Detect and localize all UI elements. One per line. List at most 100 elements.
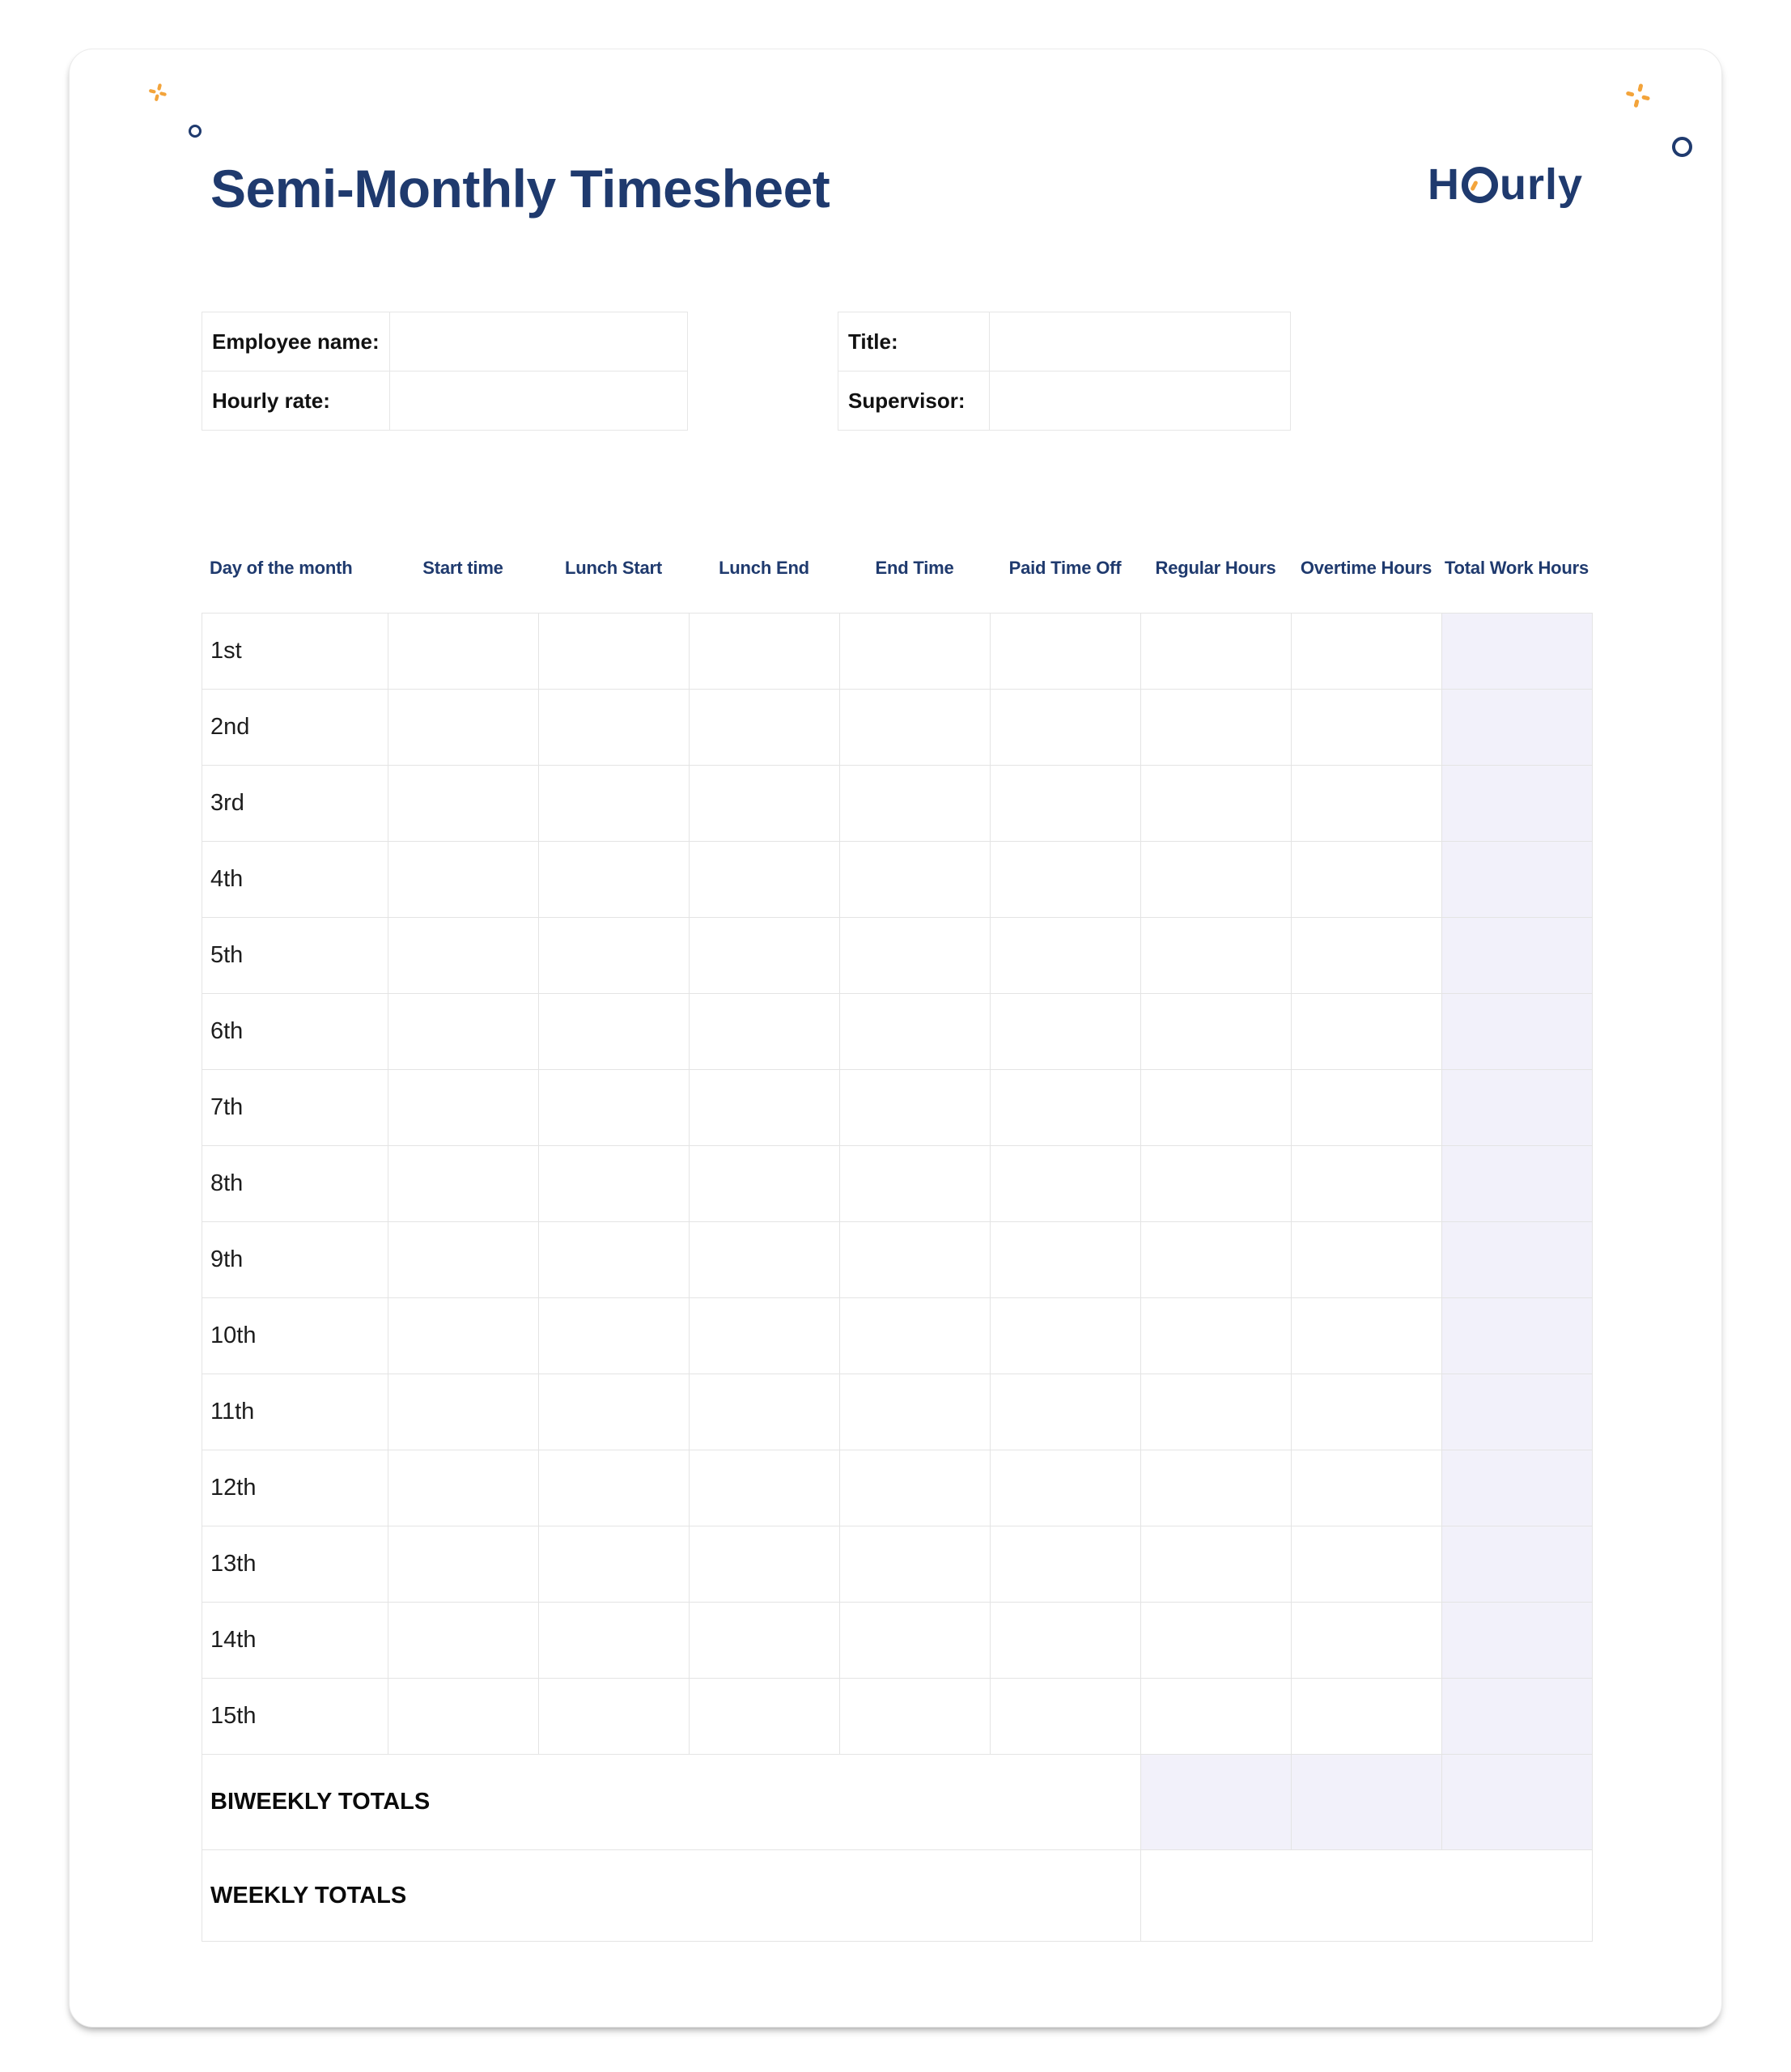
timesheet-cell[interactable] [1140, 1297, 1292, 1374]
timesheet-cell[interactable] [1140, 993, 1292, 1070]
timesheet-cell[interactable] [1140, 689, 1292, 766]
timesheet-cell[interactable] [839, 841, 991, 918]
timesheet-cell[interactable] [839, 1526, 991, 1603]
timesheet-cell[interactable] [538, 1221, 690, 1298]
timesheet-cell[interactable] [1291, 689, 1442, 766]
timesheet-cell[interactable] [689, 1069, 840, 1146]
timesheet-cell[interactable] [1140, 841, 1292, 918]
total-work-hours-cell[interactable] [1441, 1678, 1593, 1755]
timesheet-cell[interactable] [990, 841, 1141, 918]
timesheet-cell[interactable] [689, 1221, 840, 1298]
timesheet-cell[interactable] [538, 1145, 690, 1222]
timesheet-cell[interactable] [990, 1678, 1141, 1755]
timesheet-cell[interactable] [538, 841, 690, 918]
biweekly-overtime-hours-cell[interactable] [1291, 1754, 1442, 1850]
supervisor-value-cell[interactable] [989, 371, 1291, 431]
timesheet-cell[interactable] [689, 1450, 840, 1526]
timesheet-cell[interactable] [839, 689, 991, 766]
timesheet-cell[interactable] [388, 993, 539, 1070]
timesheet-cell[interactable] [1291, 1297, 1442, 1374]
timesheet-cell[interactable] [1291, 993, 1442, 1070]
timesheet-cell[interactable] [1291, 1069, 1442, 1146]
timesheet-cell[interactable] [538, 1069, 690, 1146]
timesheet-cell[interactable] [689, 1297, 840, 1374]
timesheet-cell[interactable] [839, 1069, 991, 1146]
timesheet-cell[interactable] [990, 1221, 1141, 1298]
timesheet-cell[interactable] [689, 841, 840, 918]
timesheet-cell[interactable] [990, 689, 1141, 766]
timesheet-cell[interactable] [990, 917, 1141, 994]
biweekly-total-work-hours-cell[interactable] [1441, 1754, 1593, 1850]
timesheet-cell[interactable] [839, 993, 991, 1070]
total-work-hours-cell[interactable] [1441, 1526, 1593, 1603]
total-work-hours-cell[interactable] [1441, 765, 1593, 842]
timesheet-cell[interactable] [990, 1374, 1141, 1450]
timesheet-cell[interactable] [1291, 841, 1442, 918]
timesheet-cell[interactable] [689, 1602, 840, 1679]
timesheet-cell[interactable] [839, 917, 991, 994]
timesheet-cell[interactable] [1140, 1450, 1292, 1526]
total-work-hours-cell[interactable] [1441, 1145, 1593, 1222]
timesheet-cell[interactable] [1140, 1374, 1292, 1450]
timesheet-cell[interactable] [388, 1221, 539, 1298]
timesheet-cell[interactable] [538, 993, 690, 1070]
timesheet-cell[interactable] [990, 1602, 1141, 1679]
timesheet-cell[interactable] [990, 765, 1141, 842]
total-work-hours-cell[interactable] [1441, 917, 1593, 994]
timesheet-cell[interactable] [1140, 613, 1292, 690]
employee-name-value-cell[interactable] [389, 312, 688, 372]
timesheet-cell[interactable] [1291, 765, 1442, 842]
hourly-rate-value-cell[interactable] [389, 371, 688, 431]
timesheet-cell[interactable] [839, 1221, 991, 1298]
timesheet-cell[interactable] [388, 1145, 539, 1222]
timesheet-cell[interactable] [839, 1678, 991, 1755]
timesheet-cell[interactable] [689, 1374, 840, 1450]
timesheet-cell[interactable] [388, 917, 539, 994]
timesheet-cell[interactable] [1291, 1450, 1442, 1526]
timesheet-cell[interactable] [1140, 1145, 1292, 1222]
timesheet-cell[interactable] [538, 613, 690, 690]
timesheet-cell[interactable] [689, 1145, 840, 1222]
timesheet-cell[interactable] [388, 841, 539, 918]
total-work-hours-cell[interactable] [1441, 613, 1593, 690]
timesheet-cell[interactable] [538, 1526, 690, 1603]
timesheet-cell[interactable] [388, 1526, 539, 1603]
timesheet-cell[interactable] [388, 613, 539, 690]
timesheet-cell[interactable] [689, 1678, 840, 1755]
timesheet-cell[interactable] [538, 689, 690, 766]
timesheet-cell[interactable] [689, 993, 840, 1070]
timesheet-cell[interactable] [538, 1450, 690, 1526]
timesheet-cell[interactable] [388, 1374, 539, 1450]
timesheet-cell[interactable] [990, 1450, 1141, 1526]
timesheet-cell[interactable] [990, 1145, 1141, 1222]
timesheet-cell[interactable] [1140, 1678, 1292, 1755]
weekly-totals-value-cell[interactable] [1140, 1849, 1593, 1942]
timesheet-cell[interactable] [990, 993, 1141, 1070]
total-work-hours-cell[interactable] [1441, 1221, 1593, 1298]
total-work-hours-cell[interactable] [1441, 1450, 1593, 1526]
timesheet-cell[interactable] [388, 765, 539, 842]
total-work-hours-cell[interactable] [1441, 1069, 1593, 1146]
title-value-cell[interactable] [989, 312, 1291, 372]
timesheet-cell[interactable] [538, 1602, 690, 1679]
timesheet-cell[interactable] [388, 1069, 539, 1146]
total-work-hours-cell[interactable] [1441, 1602, 1593, 1679]
timesheet-cell[interactable] [990, 1526, 1141, 1603]
timesheet-cell[interactable] [1291, 1602, 1442, 1679]
timesheet-cell[interactable] [1140, 1526, 1292, 1603]
timesheet-cell[interactable] [1140, 1069, 1292, 1146]
timesheet-cell[interactable] [538, 917, 690, 994]
timesheet-cell[interactable] [839, 765, 991, 842]
timesheet-cell[interactable] [689, 917, 840, 994]
timesheet-cell[interactable] [1291, 613, 1442, 690]
timesheet-cell[interactable] [689, 1526, 840, 1603]
total-work-hours-cell[interactable] [1441, 689, 1593, 766]
timesheet-cell[interactable] [1140, 917, 1292, 994]
timesheet-cell[interactable] [839, 1374, 991, 1450]
timesheet-cell[interactable] [388, 1450, 539, 1526]
timesheet-cell[interactable] [990, 613, 1141, 690]
timesheet-cell[interactable] [1291, 1526, 1442, 1603]
timesheet-cell[interactable] [839, 1450, 991, 1526]
timesheet-cell[interactable] [538, 765, 690, 842]
timesheet-cell[interactable] [1291, 1678, 1442, 1755]
